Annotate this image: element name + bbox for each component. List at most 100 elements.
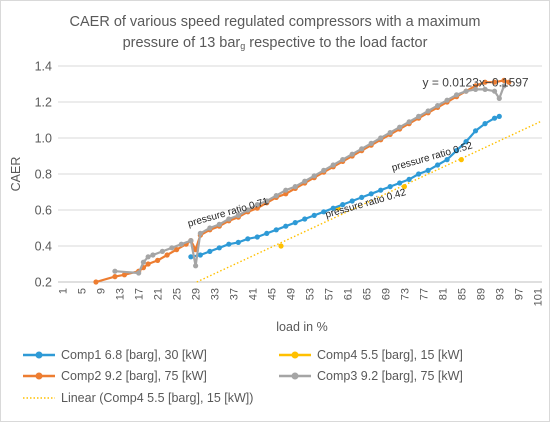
data-point-comp4 <box>278 243 284 249</box>
data-point-comp3 <box>406 119 412 125</box>
data-point-comp1 <box>330 205 336 211</box>
chart-title-pre: pressure of 13 bar <box>122 35 241 51</box>
chart-title-line1: CAER of various speed regulated compress… <box>69 14 481 30</box>
data-point-comp2 <box>164 252 170 258</box>
x-tick-label: 45 <box>267 288 279 300</box>
data-point-comp3 <box>435 103 441 109</box>
x-tick-label: 13 <box>115 288 127 300</box>
x-tick-label: 21 <box>153 288 165 300</box>
legend-label-trendline: Linear (Comp4 5.5 [barg], 15 [kW]) <box>61 391 254 405</box>
data-point-comp4 <box>401 184 407 190</box>
series-line-comp3 <box>114 85 506 275</box>
data-point-comp3 <box>235 212 241 218</box>
data-point-comp1 <box>264 230 270 236</box>
x-tick-label: 89 <box>475 288 487 300</box>
data-point-comp2 <box>121 272 128 278</box>
data-point-comp1 <box>311 212 317 218</box>
pressure-ratio-label: pressure ratio 0.71 <box>187 196 271 230</box>
data-point-comp2 <box>501 77 507 83</box>
data-point-comp1 <box>496 113 502 119</box>
series-layer <box>93 77 543 285</box>
data-point-comp1 <box>444 157 450 163</box>
data-point-comp2 <box>112 274 118 280</box>
x-tick-label: 77 <box>418 288 430 300</box>
x-tick-label: 33 <box>210 288 222 300</box>
data-point-comp1 <box>406 176 412 182</box>
data-point-comp1 <box>245 236 251 242</box>
data-point-comp3 <box>340 157 346 163</box>
data-point-comp3 <box>472 86 479 92</box>
legend-label-comp3: Comp3 9.2 [barg], 75 [kW] <box>317 369 463 383</box>
data-point-comp2 <box>491 79 498 85</box>
series-line-comp2 <box>95 79 510 284</box>
x-tick-label: 65 <box>361 288 373 300</box>
data-point-comp1 <box>321 209 327 215</box>
x-tick-label: 81 <box>437 288 449 300</box>
x-tick-label: 69 <box>380 288 392 300</box>
data-point-comp1 <box>226 241 232 247</box>
data-point-comp3 <box>145 254 151 260</box>
legend-label-comp1: Comp1 6.8 [barg], 30 [kW] <box>61 348 207 362</box>
x-tick-labels: 1 5 9 13 17 21 25 29 33 37 41 45 49 53 57 61 65 69 73 77 81 8… <box>58 288 545 306</box>
x-tick-label: 61 <box>342 288 354 300</box>
data-point-comp2 <box>283 191 289 197</box>
data-point-comp3 <box>359 146 365 152</box>
y-tick-label: 0.4 <box>35 240 52 254</box>
legend-swatch-comp4 <box>279 351 311 359</box>
x-axis-label: load in % <box>276 320 327 334</box>
data-point-comp1 <box>292 220 298 226</box>
data-point-comp1 <box>207 248 213 254</box>
data-point-comp3 <box>197 230 203 236</box>
x-tick-label: 5 <box>77 288 89 294</box>
series-comp1 <box>188 113 502 260</box>
trendline-comp4 <box>196 120 543 283</box>
data-point-comp2 <box>145 261 151 267</box>
data-point-comp3 <box>349 151 355 157</box>
data-point-comp2 <box>472 83 479 89</box>
x-tick-label: 1 <box>58 288 70 294</box>
data-point-comp1 <box>254 234 260 240</box>
legend-swatch-comp2 <box>23 372 55 380</box>
series-line-comp1 <box>190 115 500 258</box>
data-point-comp3 <box>330 162 336 168</box>
data-point-comp3 <box>226 216 232 222</box>
data-point-comp3 <box>245 207 251 213</box>
data-point-comp1 <box>397 180 403 186</box>
data-point-comp1 <box>463 139 469 145</box>
data-point-comp3 <box>112 268 118 274</box>
data-point-comp3 <box>453 92 460 98</box>
trendline-equation: y = 0.0123x−0.1597 <box>423 76 529 90</box>
data-point-comp1 <box>416 171 422 177</box>
data-point-comp1 <box>359 194 365 200</box>
x-tick-label: 53 <box>304 288 316 300</box>
data-point-comp1 <box>349 198 355 204</box>
data-point-comp3 <box>273 193 279 199</box>
data-point-comp2 <box>174 247 180 253</box>
data-point-comp3 <box>292 184 298 190</box>
data-point-comp3 <box>378 135 384 141</box>
data-point-comp1 <box>188 254 194 260</box>
data-point-comp3 <box>193 263 199 269</box>
data-point-comp1 <box>235 239 241 245</box>
data-point-comp2 <box>155 257 161 263</box>
data-point-comp3 <box>496 95 502 101</box>
data-point-comp3 <box>444 97 450 103</box>
data-point-comp3 <box>491 88 498 94</box>
data-point-comp1 <box>472 128 479 134</box>
data-point-comp4 <box>458 157 464 163</box>
data-point-comp3 <box>425 108 431 114</box>
data-point-comp1 <box>340 202 346 208</box>
data-point-comp3 <box>140 259 147 265</box>
data-point-comp1 <box>425 167 431 173</box>
x-tick-label: 17 <box>134 288 146 300</box>
y-tick-label: 1.4 <box>35 60 52 74</box>
legend-swatch-comp1 <box>23 351 55 359</box>
data-point-comp3 <box>397 124 403 130</box>
x-tick-label: 73 <box>399 288 411 300</box>
legend-swatch-comp3 <box>279 372 311 380</box>
data-point-comp1 <box>435 162 441 168</box>
data-point-comp3 <box>311 173 317 179</box>
x-tick-label: 101 <box>532 288 544 306</box>
data-point-comp3 <box>387 130 393 136</box>
